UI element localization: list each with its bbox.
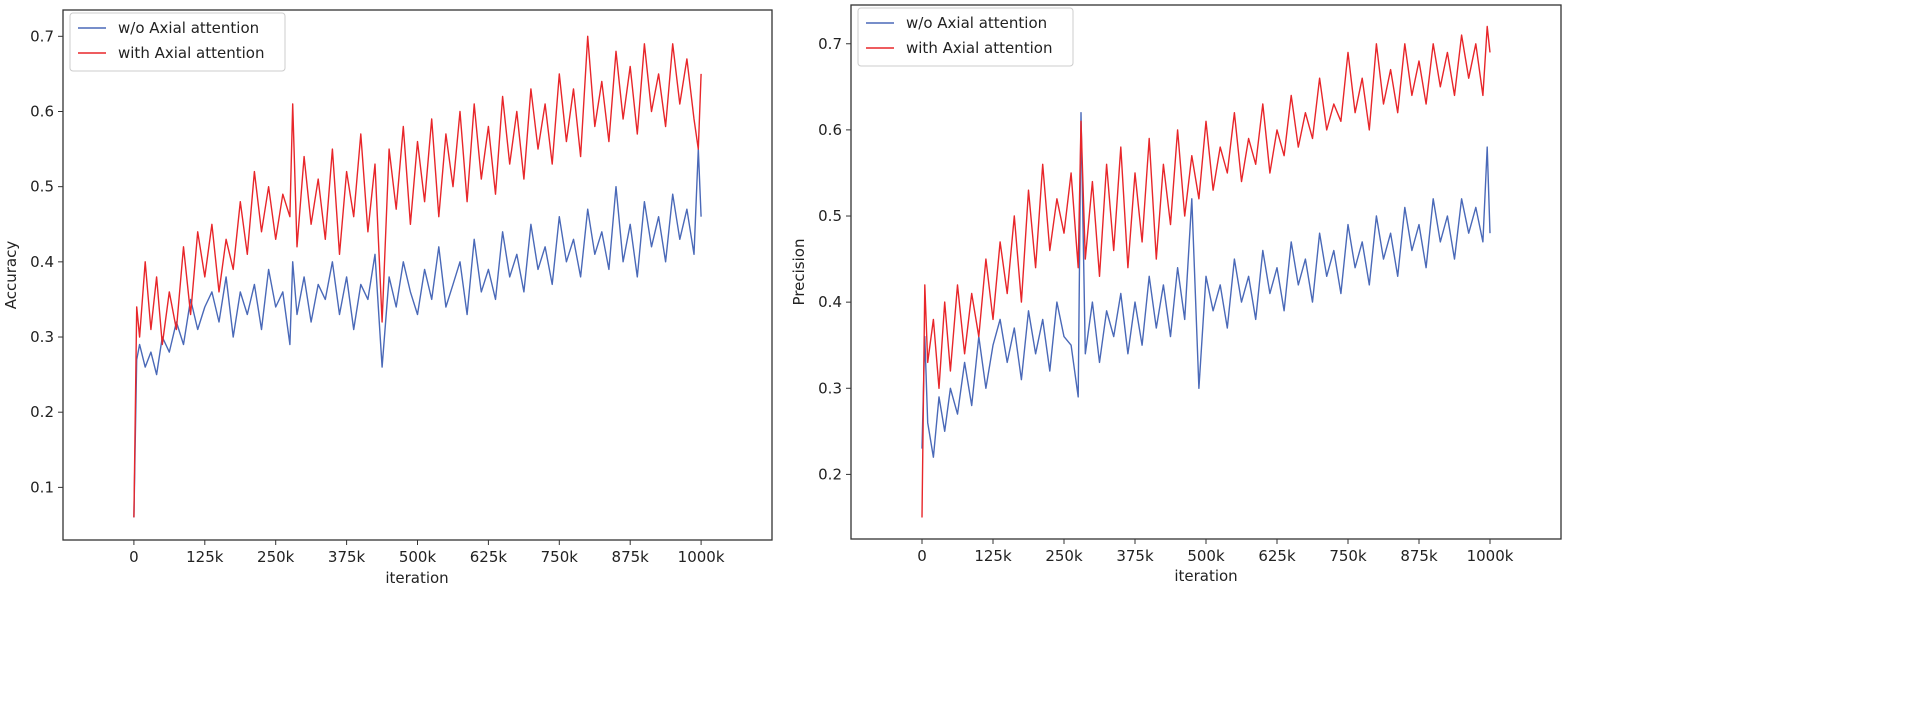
series-line-with-axial (133, 35, 702, 518)
series-line-without-axial (133, 148, 702, 518)
y-tick-label: 0.5 (818, 207, 842, 225)
legend-box (857, 7, 1074, 67)
legend-label: w/o Axial attention (118, 19, 259, 37)
x-tick-label: 250k (257, 548, 295, 566)
x-tick-label: 375k (1116, 547, 1154, 565)
chart-accuracy: 0 125k 250k 375k 500k 625k 750k 875k 1000k 0.1 0.2… (2, 9, 773, 587)
x-tick-label: 500k (399, 548, 437, 566)
y-tick-label: 0.2 (30, 403, 54, 421)
x-tick-label: 500k (1187, 547, 1225, 565)
legend-box (69, 12, 286, 72)
legend: w/o Axial attention with Axial attention (857, 7, 1074, 67)
series-line-with-axial (921, 25, 1491, 518)
x-tick-label: 125k (186, 548, 224, 566)
x-axis-label: iteration (1174, 567, 1237, 585)
x-tick-label: 375k (328, 548, 366, 566)
plot-frame (850, 4, 1562, 540)
x-tick-label: 125k (974, 547, 1012, 565)
y-tick-label: 0.6 (818, 121, 842, 139)
series-line-without-axial (921, 111, 1491, 458)
legend-label: w/o Axial attention (906, 14, 1047, 32)
x-tick-label: 750k (541, 548, 579, 566)
x-tick-label: 0 (917, 547, 927, 565)
x-tick-label: 875k (1400, 547, 1438, 565)
x-tick-label: 1000k (1467, 547, 1514, 565)
x-axis-label: iteration (385, 569, 448, 587)
x-tick-label: 1000k (678, 548, 725, 566)
axis-ticks: 0 125k 250k 375k 500k 625k 750k 875k 1000k 0.1 0.2… (30, 27, 725, 566)
legend-label: with Axial attention (118, 44, 264, 62)
legend: w/o Axial attention with Axial attention (69, 12, 286, 72)
y-tick-label: 0.4 (30, 253, 54, 271)
x-tick-label: 750k (1329, 547, 1367, 565)
y-axis-label: Precision (790, 239, 808, 306)
x-tick-label: 625k (1258, 547, 1296, 565)
y-tick-label: 0.3 (818, 379, 842, 397)
y-tick-label: 0.4 (818, 293, 842, 311)
y-tick-label: 0.1 (30, 478, 54, 496)
y-tick-label: 0.6 (30, 102, 54, 120)
y-tick-label: 0.5 (30, 178, 54, 196)
y-tick-label: 0.7 (30, 27, 54, 45)
series-lines (133, 35, 702, 518)
y-tick-label: 0.7 (818, 35, 842, 53)
x-tick-label: 625k (470, 548, 508, 566)
legend-label: with Axial attention (906, 39, 1052, 57)
chart-precision: 0 125k 250k 375k 500k 625k 750k 875k 1000k 0.2 0.3… (790, 4, 1562, 585)
y-tick-label: 0.3 (30, 328, 54, 346)
x-tick-label: 0 (129, 548, 139, 566)
series-lines (921, 25, 1491, 518)
x-tick-label: 875k (612, 548, 650, 566)
axis-ticks: 0 125k 250k 375k 500k 625k 750k 875k 1000k 0.2 0.3… (818, 35, 1514, 565)
plot-frame (62, 9, 773, 541)
y-tick-label: 0.2 (818, 465, 842, 483)
x-tick-label: 250k (1045, 547, 1083, 565)
y-axis-label: Accuracy (2, 241, 20, 310)
